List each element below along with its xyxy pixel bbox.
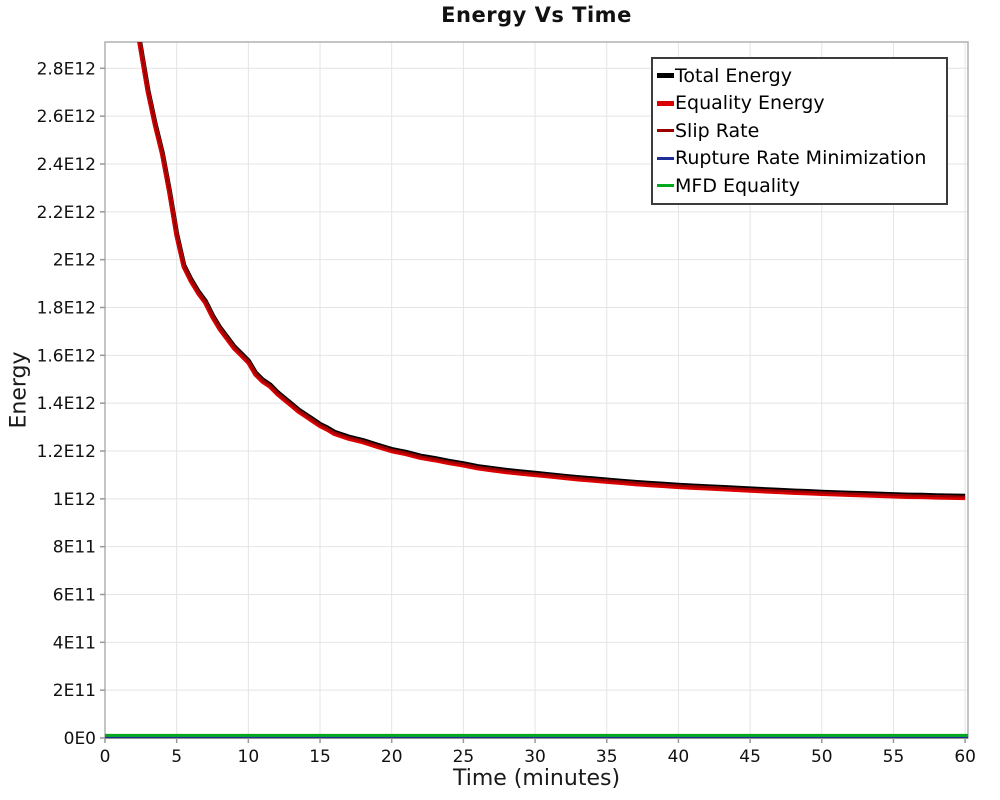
y-tick-label: 6E11 — [53, 585, 96, 605]
y-tick-label: 2.8E12 — [37, 59, 96, 79]
legend-label: Equality Energy — [675, 92, 825, 115]
series-line-slip-rate — [138, 42, 966, 498]
legend-box: Total Energy Equality Energy Slip Rate Rupt… — [651, 57, 948, 205]
legend-item: Rupture Rate Minimization — [657, 145, 942, 173]
x-tick-label: 50 — [811, 747, 833, 767]
x-tick-label: 30 — [524, 747, 546, 767]
y-tick-label: 1.4E12 — [37, 394, 96, 414]
x-tick-label: 15 — [309, 747, 331, 767]
y-tick-label: 2E11 — [53, 681, 96, 701]
x-tick-label: 40 — [668, 747, 690, 767]
x-tick-label: 10 — [238, 747, 260, 767]
legend-label: MFD Equality — [675, 174, 800, 197]
y-tick-label: 1.6E12 — [37, 346, 96, 366]
legend-line-swatch — [657, 73, 674, 79]
y-tick-label: 1.8E12 — [37, 298, 96, 318]
y-tick-label: 0E0 — [64, 729, 96, 749]
legend-item: Equality Energy — [657, 90, 942, 118]
x-tick-label: 55 — [883, 747, 905, 767]
x-tick-label: 25 — [453, 747, 475, 767]
x-tick-label: 20 — [381, 747, 403, 767]
legend-item: Slip Rate — [657, 117, 942, 145]
chart-title: Energy Vs Time — [441, 3, 632, 27]
y-tick-label: 2.4E12 — [37, 155, 96, 175]
y-tick-label: 2.2E12 — [37, 203, 96, 223]
x-tick-label: 0 — [100, 747, 111, 767]
y-tick-label: 2E12 — [53, 251, 96, 271]
legend-item: MFD Equality — [657, 172, 942, 200]
legend-line-swatch — [657, 156, 674, 160]
y-tick-label: 4E11 — [53, 633, 96, 653]
legend-label: Slip Rate — [675, 119, 760, 142]
x-tick-label: 45 — [739, 747, 761, 767]
legend-line-swatch — [657, 184, 674, 188]
x-tick-label: 5 — [171, 747, 182, 767]
legend-line-swatch — [657, 129, 674, 133]
legend-label: Rupture Rate Minimization — [675, 147, 927, 170]
legend-label: Total Energy — [675, 64, 792, 87]
x-tick-label: 60 — [954, 747, 976, 767]
legend-line-swatch — [657, 100, 674, 106]
y-tick-label: 8E11 — [53, 538, 96, 558]
y-tick-label: 2.6E12 — [37, 107, 96, 127]
x-tick-label: 35 — [596, 747, 618, 767]
x-axis-label: Time (minutes) — [452, 766, 621, 791]
legend-item: Total Energy — [657, 62, 942, 90]
y-tick-label: 1E12 — [53, 490, 96, 510]
y-tick-label: 1.2E12 — [37, 442, 96, 462]
